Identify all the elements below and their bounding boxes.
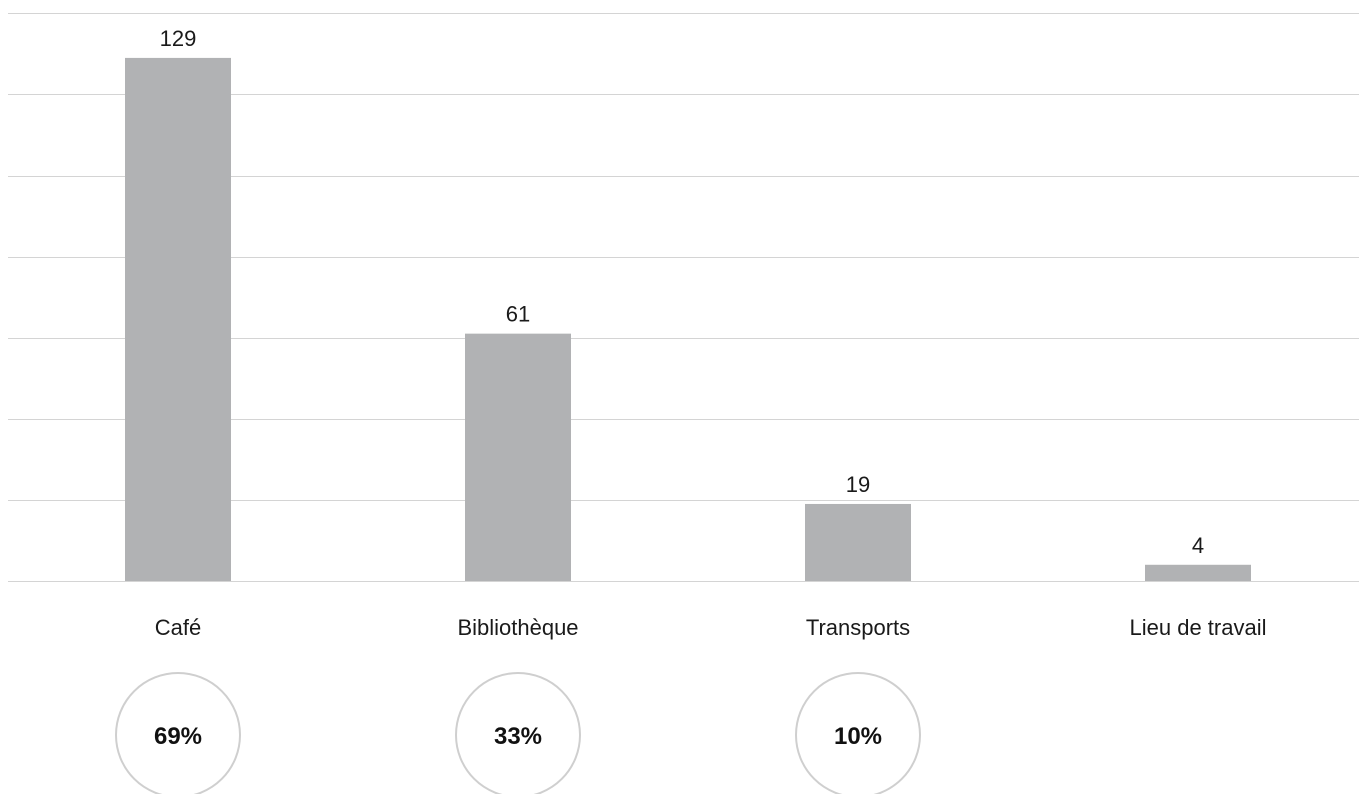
percentage-circle	[795, 672, 921, 794]
percentage-circle	[115, 672, 241, 794]
value-label: 4	[1192, 533, 1204, 558]
bar-3	[805, 503, 911, 581]
category-label: Café	[155, 615, 201, 640]
bar-4	[1145, 564, 1251, 581]
bar-1	[125, 57, 231, 581]
percentage-badges: 69% 33% 10%	[115, 672, 921, 794]
category-label: Bibliothèque	[457, 615, 578, 640]
percentage-label: 69%	[154, 723, 202, 750]
percentage-circle	[455, 672, 581, 794]
value-labels: 129 61 19 4	[160, 26, 1204, 558]
percentage-badge: 69%	[115, 672, 241, 794]
percentage-label: 33%	[494, 723, 542, 750]
category-label: Lieu de travail	[1130, 615, 1267, 640]
bars	[125, 57, 1251, 581]
value-label: 61	[506, 302, 530, 327]
percentage-badge: 10%	[795, 672, 921, 794]
category-labels: Café Bibliothèque Transports Lieu de travai…	[155, 615, 1267, 640]
category-label: Transports	[806, 615, 910, 640]
percentage-badge: 33%	[455, 672, 581, 794]
value-label: 129	[160, 26, 197, 51]
bar-2	[465, 333, 571, 581]
gridlines	[8, 13, 1359, 582]
percentage-label: 10%	[834, 723, 882, 750]
value-label: 19	[846, 472, 870, 497]
